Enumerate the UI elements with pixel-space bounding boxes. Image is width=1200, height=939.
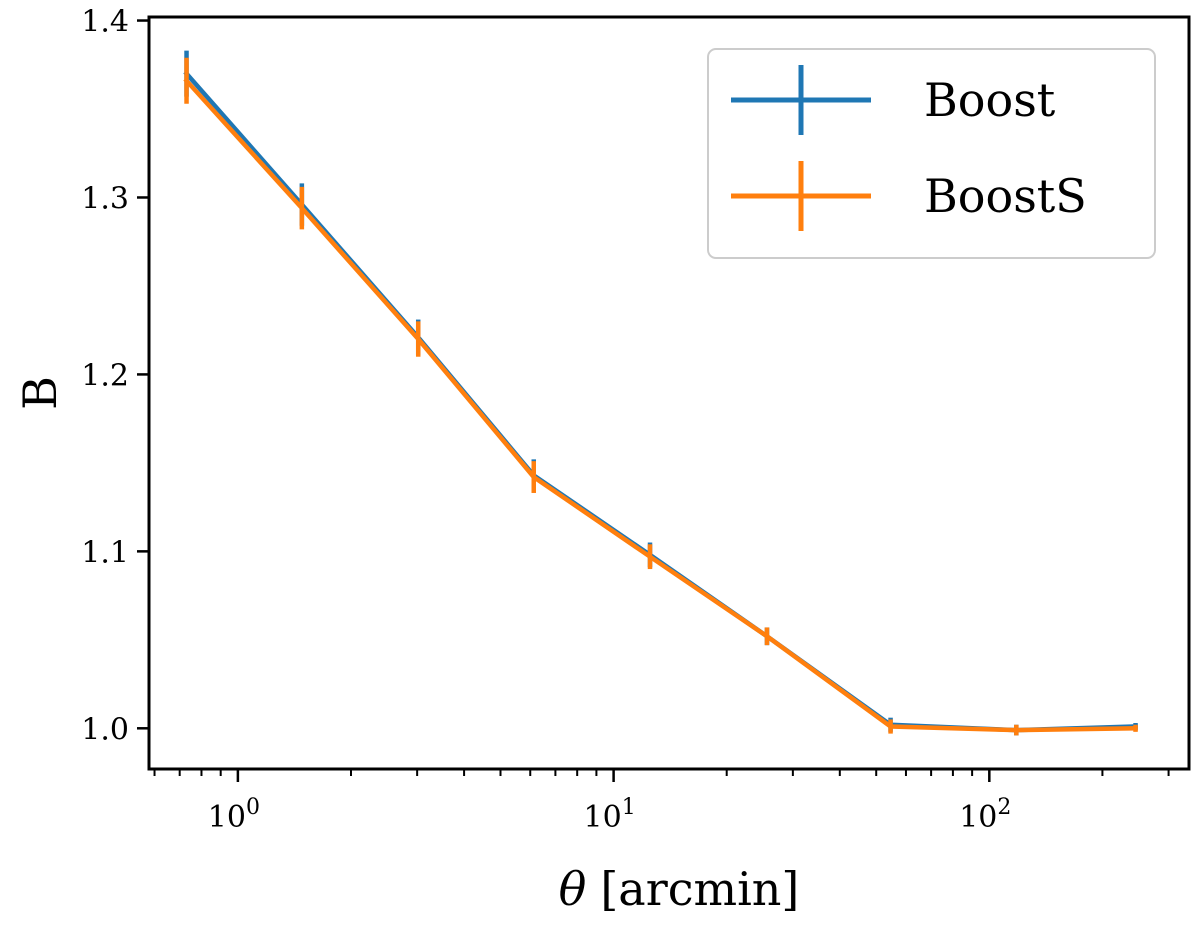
- x-tick-label: 100: [208, 795, 260, 835]
- y-tick-label: 1.1: [81, 535, 129, 570]
- plot-frame: [147, 15, 1191, 771]
- y-axis-ticks: 1.0 1.1 1.2 1.3 1.4: [81, 5, 149, 747]
- x-tick-label-base: 10: [959, 800, 997, 835]
- x-tick-label: 102: [959, 795, 1011, 835]
- x-tick-label-exponent: 2: [997, 795, 1011, 820]
- x-axis-label-unit: [arcmin]: [600, 862, 799, 916]
- y-axis-label: B: [13, 376, 67, 410]
- y-tick-label: 1.3: [81, 181, 129, 216]
- series-line: [183, 77, 1138, 733]
- series-boosts: [183, 57, 1138, 736]
- x-axis-label-symbol: θ: [559, 862, 587, 916]
- legend-label: BoostS: [924, 169, 1087, 223]
- legend-item: BoostS: [731, 161, 1087, 231]
- y-tick-label: 1.2: [81, 358, 129, 393]
- x-tick-label-base: 10: [584, 800, 622, 835]
- x-axis-ticks: 100 101 102: [153, 769, 1170, 835]
- y-tick-label: 1.4: [81, 5, 129, 40]
- x-axis-label: θ [arcmin]: [559, 862, 800, 916]
- x-tick-label-exponent: 0: [246, 795, 260, 820]
- x-tick-label-base: 10: [208, 800, 246, 835]
- y-tick-label: 1.0: [81, 712, 129, 747]
- legend: Boost BoostS: [707, 48, 1156, 259]
- legend-label: Boost: [924, 73, 1056, 127]
- plot-series: [183, 50, 1138, 736]
- x-tick-label-exponent: 1: [622, 795, 636, 820]
- x-tick-label: 101: [584, 795, 636, 835]
- legend-item: Boost: [731, 65, 1056, 135]
